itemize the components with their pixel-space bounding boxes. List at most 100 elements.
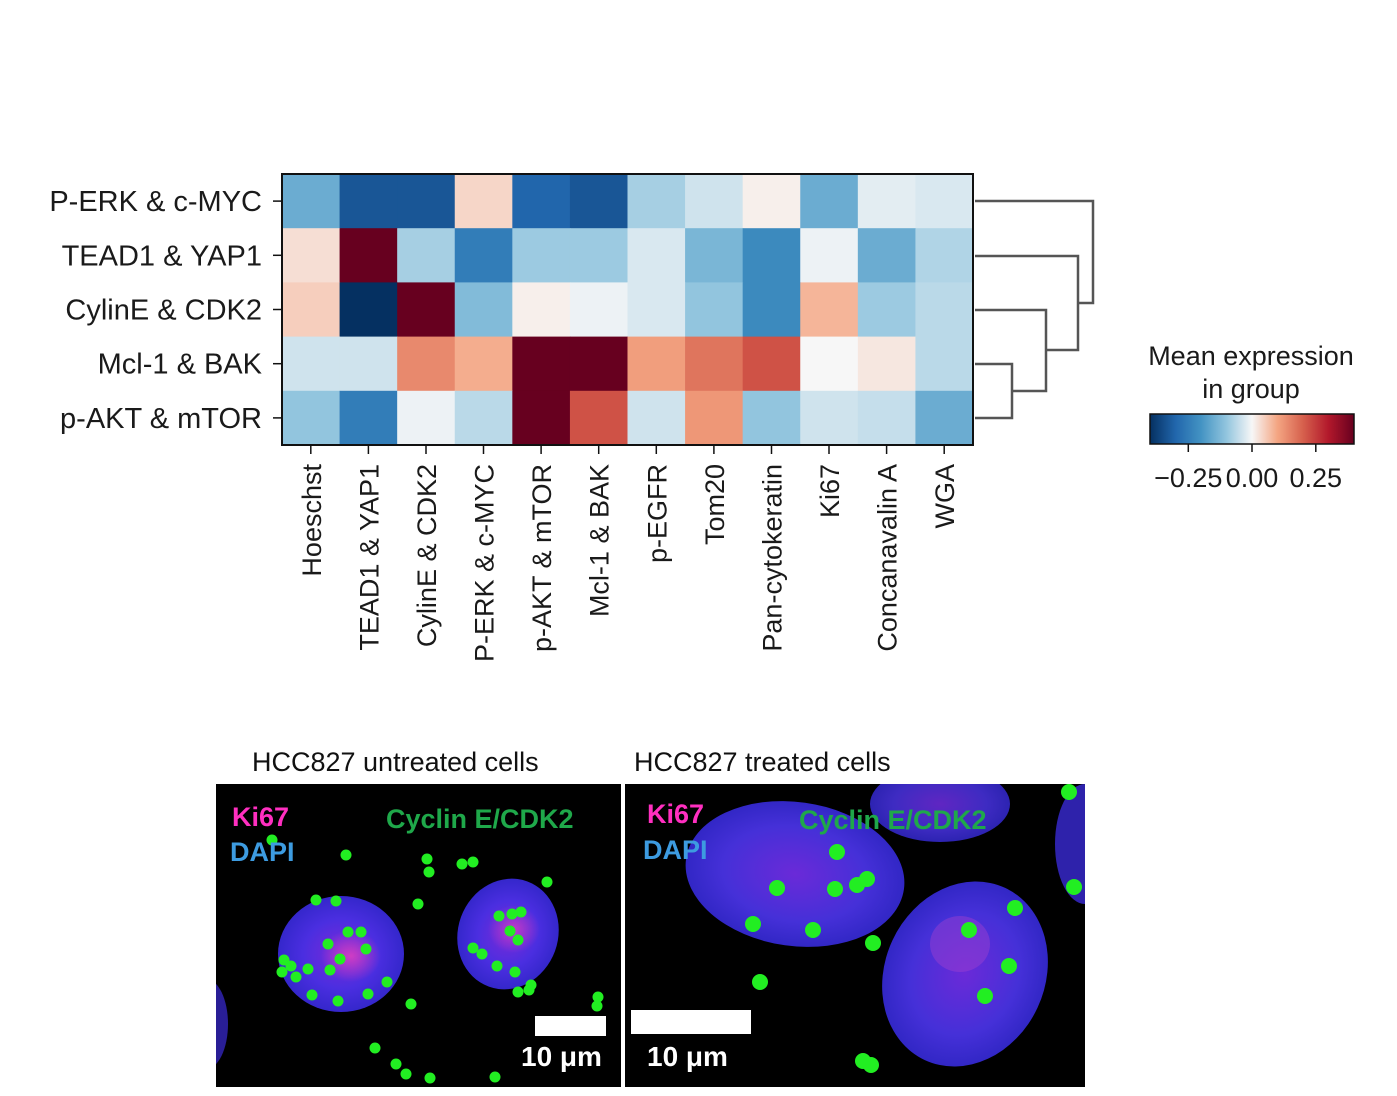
heatmap-cell <box>800 336 859 392</box>
heatmap-cell <box>339 282 398 338</box>
cyclin-dot <box>424 1072 436 1084</box>
ki67-signal <box>930 916 990 972</box>
heatmap-cell <box>857 390 917 446</box>
heatmap-cell <box>800 228 859 283</box>
cyclin-dot <box>421 853 433 865</box>
cyclin-dot <box>362 988 374 1000</box>
cyclin-dot <box>829 844 845 860</box>
row-label: Mcl-1 & BAK <box>98 349 263 381</box>
column-label: WGA <box>930 464 960 529</box>
scale-bar-label: 10 μm <box>647 1041 728 1072</box>
cyclin-dot <box>977 988 993 1004</box>
cyclin-dots <box>266 834 604 1084</box>
ki67-signal <box>321 930 381 982</box>
cyclin-dot <box>322 938 334 950</box>
cyclin-dot <box>423 866 435 878</box>
scale-bar-label: 10 μm <box>521 1041 602 1072</box>
heatmap-cell <box>800 174 859 229</box>
cyclin-dot <box>752 974 768 990</box>
cyclin-dot <box>456 858 468 870</box>
heatmap-cell <box>339 336 398 392</box>
heatmap-cell <box>857 228 917 283</box>
dendrogram-branch <box>975 199 1095 305</box>
heatmap-cell <box>915 174 974 229</box>
cyclin-dot <box>369 1042 381 1054</box>
heatmap-cell <box>282 336 341 392</box>
micrograph-untreated-image <box>216 834 604 1084</box>
cyclin-dot <box>330 895 342 907</box>
cyclin-dot <box>360 943 372 955</box>
cyclin-dot <box>805 922 821 938</box>
micrograph-untreated: Ki67 DAPI Cyclin E/CDK2 10 μm <box>216 784 621 1087</box>
heatmap-cell <box>512 336 571 392</box>
cyclin-dot <box>512 934 524 946</box>
heatmap-cell <box>282 390 341 446</box>
row-labels: P-ERK & c-MYC TEAD1 & YAP1 CylinE & CDK2 Mc… <box>49 186 282 435</box>
heatmap-cell <box>685 174 744 229</box>
dendrogram-branch <box>975 254 1080 352</box>
cyclin-dot <box>504 925 516 937</box>
heatmap-cell <box>512 390 571 446</box>
dendrogram-branch <box>975 362 1014 420</box>
heatmap-cell <box>454 336 513 392</box>
row-label: P-ERK & c-MYC <box>49 186 262 218</box>
heatmap-cell <box>454 390 513 446</box>
heatmap-cell <box>282 228 341 283</box>
heatmap-cell <box>742 228 801 283</box>
heatmap-cell <box>454 174 513 229</box>
cyclin-dot <box>306 989 318 1001</box>
cyclin-dot <box>491 960 503 972</box>
cyclin-dot <box>509 966 521 978</box>
heatmap-figure: P-ERK & c-MYC TEAD1 & YAP1 CylinE & CDK2 Mc… <box>49 173 1355 662</box>
heatmap-cell <box>397 336 456 392</box>
heatmap-cell <box>742 390 801 446</box>
cyclin-dot <box>400 1068 412 1080</box>
panel-title-treated: HCC827 treated cells <box>634 747 891 777</box>
column-label: P-ERK & c-MYC <box>470 464 500 662</box>
column-label: Hoeschst <box>297 464 327 577</box>
cyclin-dot <box>390 1058 402 1070</box>
heatmap-cell <box>512 228 571 283</box>
cyclin-dots <box>745 784 1082 1073</box>
column-label: Concanavalin A <box>873 464 903 652</box>
heatmap-cell <box>800 390 859 446</box>
nucleus-partial <box>1055 784 1085 904</box>
heatmap-cell <box>454 282 513 338</box>
heatmap-cell <box>569 174 629 229</box>
cyclin-dot <box>489 1071 501 1083</box>
nucleus <box>882 881 1048 1067</box>
cyclin-dot <box>290 971 302 983</box>
cyclin-dot <box>515 906 527 918</box>
column-label: p-EGFR <box>642 464 672 563</box>
label-dapi: DAPI <box>230 837 295 867</box>
column-label: Tom20 <box>700 464 730 545</box>
heatmap-cell <box>339 228 398 283</box>
cyclin-dot <box>324 964 336 976</box>
heatmap-cell <box>857 336 917 392</box>
heatmap-cell <box>569 282 629 338</box>
cyclin-dot <box>340 849 352 861</box>
cyclin-dot <box>381 976 393 988</box>
heatmap-cell <box>627 174 686 229</box>
heatmap-cell <box>512 282 571 338</box>
cyclin-dot <box>1007 900 1023 916</box>
colorbar-title-line1: Mean expression <box>1148 341 1354 371</box>
cyclin-dot <box>1066 879 1082 895</box>
cyclin-dot <box>310 894 322 906</box>
heatmap-cell <box>857 282 917 338</box>
cyclin-dot <box>493 910 505 922</box>
cyclin-dot <box>412 898 424 910</box>
heatmap-cell <box>397 282 456 338</box>
dendrogram-branch <box>975 308 1048 393</box>
cyclin-dot <box>334 953 346 965</box>
column-label: Mcl-1 & BAK <box>585 464 615 617</box>
cyclin-dot <box>827 881 843 897</box>
column-label: CylinE & CDK2 <box>412 464 442 647</box>
label-dapi: DAPI <box>643 835 708 865</box>
heatmap-cell <box>742 336 801 392</box>
cyclin-dot <box>541 876 553 888</box>
heatmap-cell <box>915 336 974 392</box>
nucleus <box>685 801 905 947</box>
column-label: Ki67 <box>815 464 845 518</box>
column-label: Pan-cytokeratin <box>758 464 788 652</box>
